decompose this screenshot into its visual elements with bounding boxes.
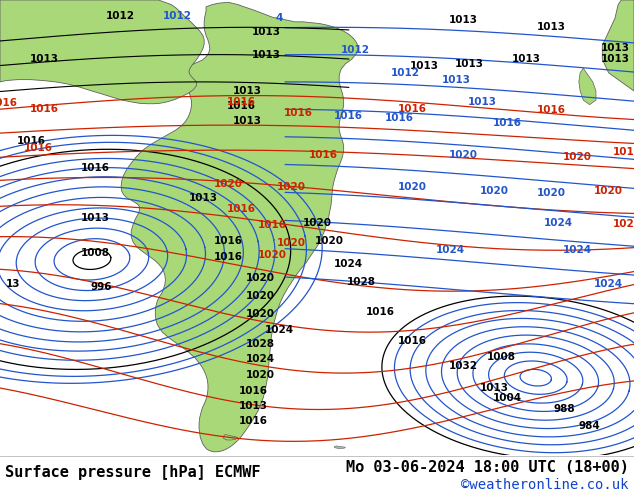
Text: 1032: 1032 [448, 361, 477, 371]
Polygon shape [121, 2, 358, 452]
Text: 1013: 1013 [252, 27, 281, 37]
Text: 13: 13 [6, 279, 20, 290]
Text: 1013: 1013 [81, 214, 110, 223]
Polygon shape [334, 446, 346, 449]
Text: 1016: 1016 [239, 416, 268, 426]
Text: 1013: 1013 [30, 54, 59, 64]
Text: 988: 988 [553, 404, 575, 414]
Text: 1013: 1013 [455, 59, 484, 69]
Text: 1016: 1016 [226, 204, 256, 214]
Text: 1016: 1016 [537, 105, 566, 115]
Text: 1020: 1020 [613, 219, 634, 229]
Text: 1013: 1013 [188, 193, 217, 203]
Text: 1020: 1020 [398, 182, 427, 192]
Text: 1016: 1016 [493, 118, 522, 128]
Text: 1016: 1016 [81, 163, 110, 173]
Text: 1013: 1013 [233, 116, 262, 125]
Text: 1008: 1008 [486, 352, 515, 362]
Text: 1016: 1016 [334, 111, 363, 121]
Text: 1012: 1012 [391, 68, 420, 78]
Text: 1016: 1016 [23, 143, 53, 153]
Text: 1016: 1016 [283, 108, 313, 118]
Text: 1020: 1020 [537, 188, 566, 198]
Text: 1016: 1016 [226, 100, 256, 111]
Text: 1020: 1020 [214, 179, 243, 189]
Text: 1013: 1013 [448, 16, 477, 25]
Text: 1020: 1020 [562, 152, 592, 162]
Text: 984: 984 [579, 421, 600, 431]
Text: 1013: 1013 [410, 61, 439, 71]
Text: 1020: 1020 [480, 186, 509, 196]
Text: 1024: 1024 [594, 279, 623, 290]
Text: 1013: 1013 [233, 86, 262, 96]
Text: 1016: 1016 [17, 136, 46, 146]
Text: 1016: 1016 [366, 307, 395, 317]
Polygon shape [579, 68, 596, 105]
Text: 1020: 1020 [448, 150, 477, 160]
Text: 1024: 1024 [334, 259, 363, 269]
Text: 1020: 1020 [594, 186, 623, 196]
Text: 4: 4 [275, 13, 283, 23]
Text: 1016: 1016 [398, 336, 427, 346]
Text: 1013: 1013 [537, 23, 566, 32]
Text: ©weatheronline.co.uk: ©weatheronline.co.uk [462, 478, 629, 490]
Text: Surface pressure [hPa] ECMWF: Surface pressure [hPa] ECMWF [5, 465, 261, 480]
Text: 1020: 1020 [277, 239, 306, 248]
Text: 1020: 1020 [245, 309, 275, 319]
Text: 1013: 1013 [467, 98, 496, 107]
Text: 1013: 1013 [239, 401, 268, 411]
Text: 1020: 1020 [302, 218, 332, 228]
Text: 1028: 1028 [245, 339, 275, 348]
Text: 1016: 1016 [30, 104, 59, 114]
Text: 1016: 1016 [309, 150, 338, 160]
Text: 1016: 1016 [0, 98, 18, 108]
Text: 1013: 1013 [600, 43, 630, 53]
Text: 1020: 1020 [277, 182, 306, 192]
Text: 1012: 1012 [163, 11, 192, 21]
Text: Mo 03-06-2024 18:00 UTC (18+00): Mo 03-06-2024 18:00 UTC (18+00) [346, 460, 629, 475]
Text: 1024: 1024 [245, 354, 275, 365]
Text: 1016: 1016 [258, 220, 287, 230]
Text: 1020: 1020 [258, 250, 287, 260]
Text: 1016: 1016 [214, 252, 243, 262]
Text: 1016: 1016 [214, 236, 243, 246]
Polygon shape [0, 0, 204, 104]
Text: 1012: 1012 [340, 45, 370, 55]
Text: 1008: 1008 [81, 247, 110, 258]
Text: 1013: 1013 [252, 49, 281, 60]
Text: 1024: 1024 [543, 218, 573, 228]
Text: 996: 996 [91, 282, 112, 292]
Text: 1004: 1004 [493, 393, 522, 403]
Text: 1024: 1024 [562, 245, 592, 255]
Text: 1016: 1016 [613, 147, 634, 157]
Text: 1020: 1020 [245, 291, 275, 301]
Polygon shape [223, 435, 238, 440]
Text: 1016: 1016 [398, 104, 427, 114]
Text: 1013: 1013 [480, 383, 509, 392]
Text: 1012: 1012 [106, 11, 135, 21]
Text: 1020: 1020 [315, 236, 344, 246]
Text: 1024: 1024 [264, 325, 294, 335]
Text: 1020: 1020 [245, 370, 275, 380]
Text: 1016: 1016 [385, 113, 414, 123]
Polygon shape [602, 0, 634, 91]
Text: 1013: 1013 [600, 54, 630, 64]
Text: 1028: 1028 [347, 277, 376, 287]
Text: 1020: 1020 [245, 272, 275, 283]
Text: 1013: 1013 [512, 54, 541, 64]
Text: 1016: 1016 [226, 98, 256, 107]
Text: 1016: 1016 [239, 386, 268, 396]
Text: 1024: 1024 [436, 245, 465, 255]
Text: 1013: 1013 [442, 74, 471, 85]
